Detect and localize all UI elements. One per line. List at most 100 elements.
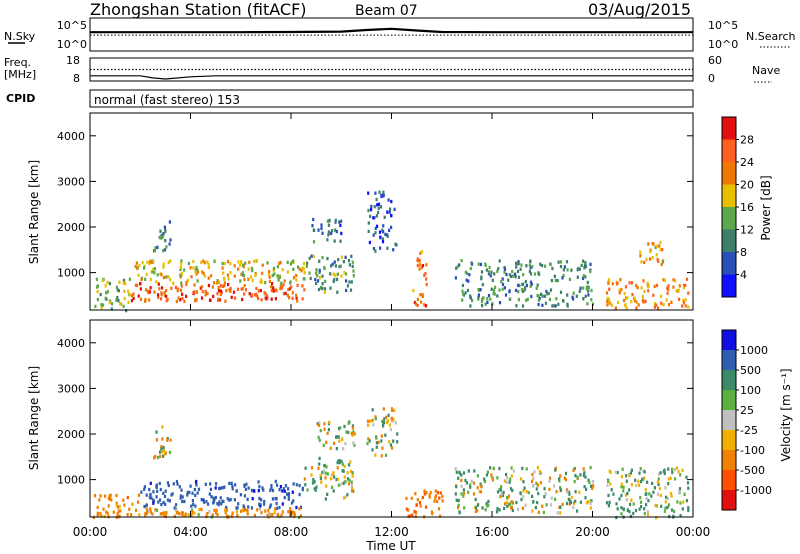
power-y-axis-label: Slant Range [km] [27, 160, 41, 264]
heat-cell [287, 494, 290, 498]
heat-cell [486, 297, 489, 301]
heat-cell [624, 303, 627, 307]
heat-cell [578, 490, 581, 494]
heat-cell [95, 277, 98, 281]
heat-cell [149, 277, 152, 282]
heat-cell [219, 292, 222, 296]
heat-cell [261, 263, 264, 267]
heat-cell [369, 419, 372, 423]
heat-cell [250, 506, 253, 510]
heat-cell [628, 474, 631, 478]
heat-cell [418, 261, 421, 265]
heat-cell [658, 487, 661, 491]
heat-cell [96, 290, 99, 294]
heat-cell [272, 289, 275, 293]
heat-cell [155, 483, 158, 487]
heat-cell [259, 503, 262, 507]
heat-cell [660, 262, 663, 267]
heat-cell [289, 262, 292, 266]
heat-cell [590, 288, 593, 293]
heat-cell [630, 468, 633, 472]
heat-cell [548, 479, 551, 483]
heat-cell [413, 510, 416, 514]
heat-cell [481, 297, 484, 301]
heat-cell [367, 423, 370, 427]
heat-cell [682, 301, 685, 305]
heat-cell [640, 505, 643, 509]
heat-cell [99, 512, 102, 516]
heat-cell [421, 294, 424, 298]
heat-cell [424, 272, 427, 276]
heat-cell [415, 510, 418, 515]
heat-cell [148, 487, 151, 492]
heat-cell [657, 306, 660, 310]
heat-cell [347, 482, 350, 486]
heat-cell [628, 488, 631, 492]
heat-cell [247, 267, 250, 271]
heat-cell [535, 286, 538, 290]
heat-cell [194, 270, 197, 274]
heat-cell [517, 290, 520, 294]
heat-cell [553, 274, 556, 278]
heat-cell [415, 302, 418, 306]
heat-cell [532, 476, 535, 480]
heat-cell [476, 509, 479, 513]
y-tick-label: 4000 [57, 337, 85, 350]
heat-cell [687, 291, 690, 295]
heat-cell [487, 272, 491, 276]
heat-cell [252, 489, 255, 493]
heat-cell [652, 490, 655, 494]
heat-cell [335, 477, 338, 482]
heat-cell [192, 502, 195, 507]
heat-cell [149, 492, 152, 497]
heat-cell [301, 266, 304, 270]
heat-cell [584, 275, 587, 279]
heat-cell [191, 499, 194, 503]
heat-cell [682, 286, 685, 290]
heat-cell [199, 286, 202, 290]
velocity-colorbar-swatch [722, 330, 736, 350]
heat-cell [504, 502, 507, 506]
heat-cell [221, 266, 224, 270]
heat-cell [250, 488, 254, 493]
heat-cell [673, 477, 677, 481]
heat-cell [151, 269, 154, 274]
heat-cell [179, 298, 182, 302]
heat-cell [115, 501, 118, 505]
heat-cell [165, 245, 168, 249]
heat-cell [390, 446, 394, 450]
heat-cell [180, 511, 183, 515]
heat-cell [340, 459, 343, 464]
heat-cell [374, 453, 377, 457]
heat-cell [655, 244, 658, 248]
y-tick-label: 1000 [57, 267, 85, 280]
heat-cell [664, 486, 667, 490]
heat-cell [221, 499, 224, 503]
heat-cell [425, 263, 428, 267]
heat-cell [482, 296, 485, 300]
heat-cell [268, 275, 271, 279]
heat-cell [392, 248, 395, 252]
y-tick-label: 2000 [57, 221, 85, 234]
heat-cell [527, 491, 530, 495]
heat-cell [233, 498, 236, 502]
heat-cell [373, 205, 376, 209]
heat-cell [544, 301, 548, 305]
heat-cell [301, 487, 304, 492]
heat-cell [292, 267, 295, 271]
heat-cell [166, 481, 169, 485]
heat-cell [564, 471, 568, 476]
heat-cell [392, 417, 395, 422]
heat-cell [316, 273, 319, 278]
heat-cell [224, 508, 227, 512]
heat-cell [248, 260, 251, 264]
heat-cell [544, 264, 547, 268]
heat-cell [163, 293, 166, 297]
heat-cell [543, 495, 546, 499]
heat-cell [469, 266, 472, 271]
heat-cell [531, 494, 534, 498]
heat-cell [246, 508, 249, 513]
heat-cell [220, 502, 223, 506]
heat-cell [686, 481, 690, 485]
heat-cell [110, 498, 113, 502]
